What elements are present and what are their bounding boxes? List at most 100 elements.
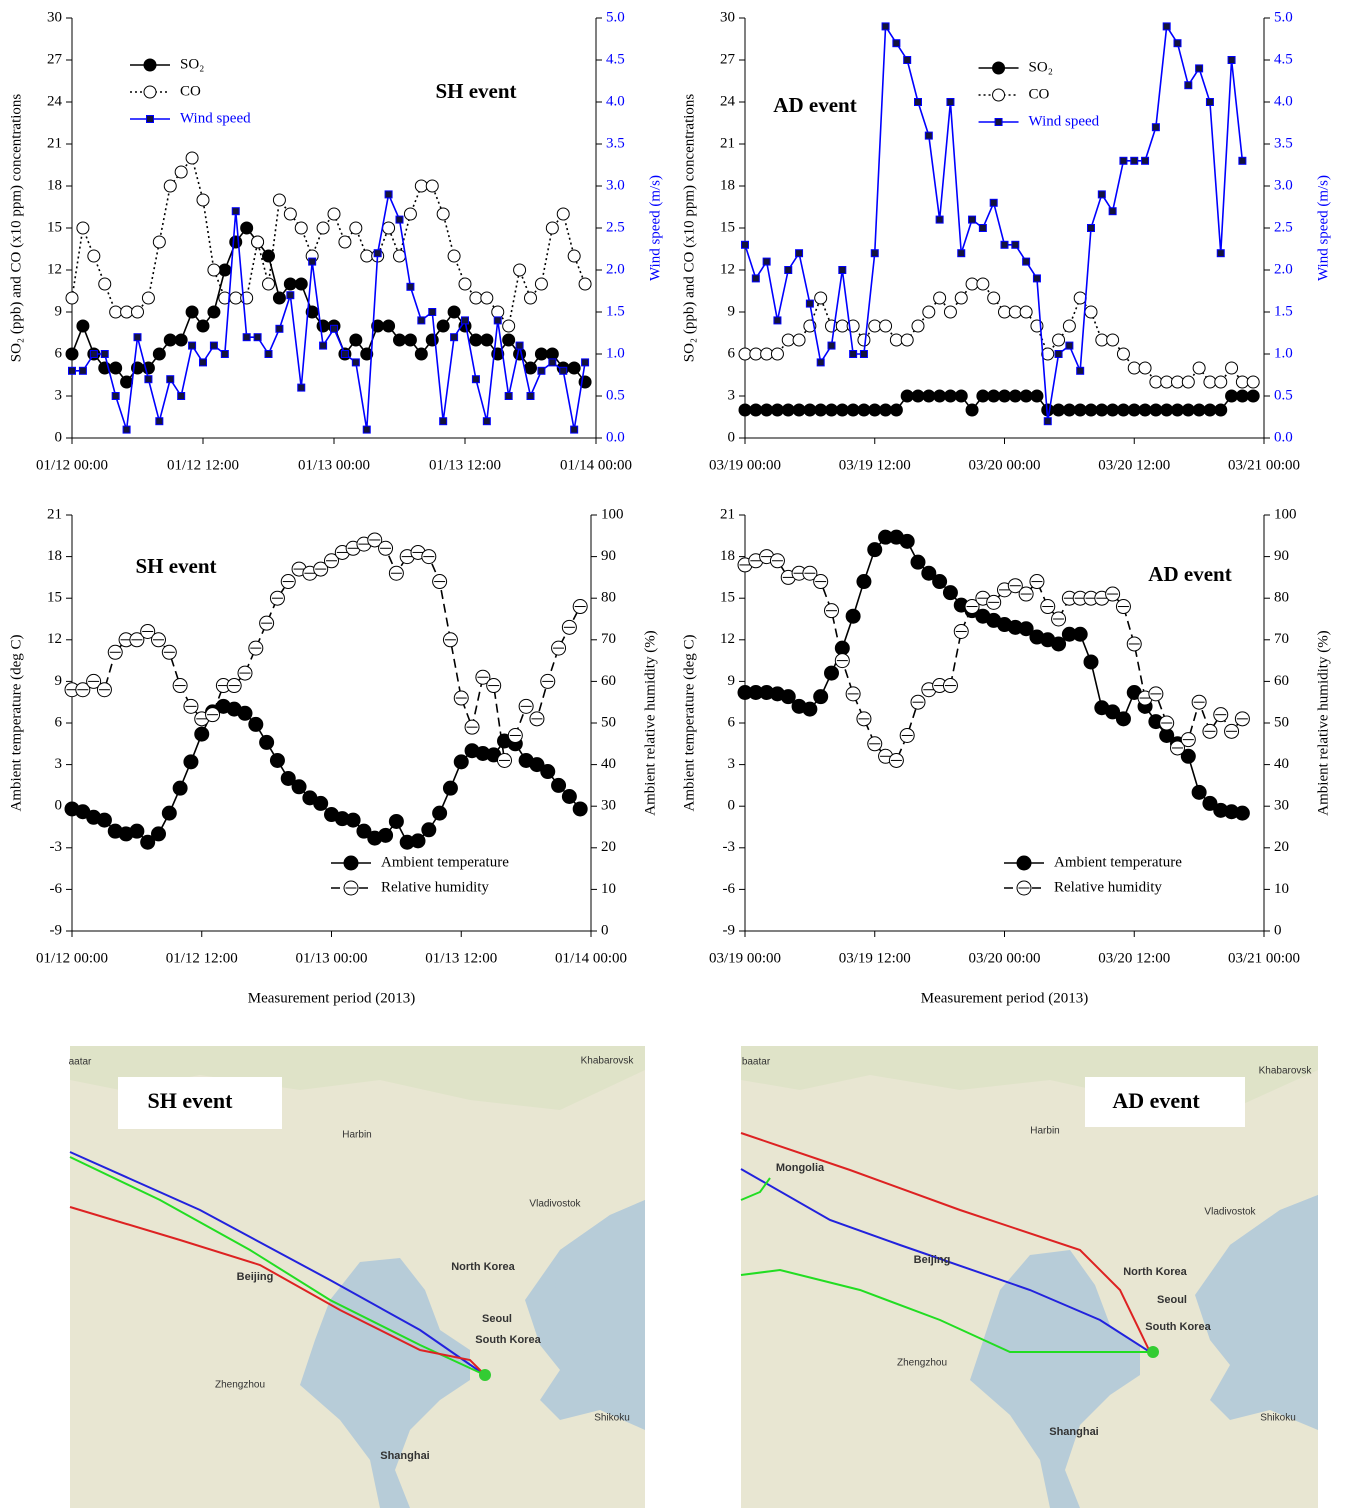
marker: [1073, 627, 1087, 641]
marker: [541, 765, 555, 779]
x-tick-label: 03/19 00:00: [709, 457, 781, 473]
x-tick-label: 01/12 12:00: [167, 457, 239, 473]
marker: [404, 334, 416, 346]
marker: [317, 320, 329, 332]
marker: [969, 216, 976, 223]
marker: [404, 208, 416, 220]
marker: [516, 342, 523, 349]
marker: [568, 362, 580, 374]
marker: [750, 404, 762, 416]
marker: [770, 554, 784, 568]
marker: [999, 390, 1011, 402]
marker: [238, 666, 252, 680]
legend-label: SO₂: [180, 56, 204, 72]
marker: [1116, 712, 1130, 726]
marker: [804, 404, 816, 416]
map-place-label: Khabarovsk: [581, 1056, 635, 1067]
marker: [320, 342, 327, 349]
y-tick-label: -6: [723, 881, 736, 897]
marker: [541, 674, 555, 688]
marker: [796, 250, 803, 257]
marker: [535, 278, 547, 290]
marker: [145, 376, 152, 383]
map-place-label: Vladivostok: [529, 1199, 581, 1210]
marker: [66, 292, 78, 304]
marker: [422, 823, 436, 837]
marker: [465, 720, 479, 734]
marker: [1235, 806, 1249, 820]
marker: [752, 275, 759, 282]
marker: [825, 604, 839, 618]
marker: [197, 194, 209, 206]
marker: [1096, 404, 1108, 416]
marker: [77, 222, 89, 234]
marker: [426, 334, 438, 346]
annotation: SH event: [435, 79, 516, 103]
marker: [186, 152, 198, 164]
map-place-label: Zhengzhou: [215, 1380, 265, 1391]
marker: [793, 334, 805, 346]
marker: [943, 586, 957, 600]
y-axis-label: Ambient temperature (deg C): [681, 634, 697, 811]
marker: [361, 250, 373, 262]
marker: [814, 690, 828, 704]
y-tick-label: 30: [720, 9, 735, 25]
y2-tick-label: 1.5: [606, 303, 625, 319]
marker: [904, 57, 911, 64]
marker: [836, 320, 848, 332]
y-tick-label: 9: [55, 303, 63, 319]
marker: [97, 813, 111, 827]
marker: [519, 699, 533, 713]
y2-tick-label: 0: [601, 922, 609, 938]
marker: [411, 834, 425, 848]
y2-tick-label: 90: [601, 548, 616, 564]
marker: [1193, 404, 1205, 416]
marker: [451, 334, 458, 341]
y2-tick-label: 20: [601, 839, 616, 855]
page: {"chart_data": [ {"type": "line", "annot…: [0, 0, 1347, 1508]
marker: [162, 645, 176, 659]
marker: [197, 320, 209, 332]
marker: [815, 292, 827, 304]
marker: [167, 376, 174, 383]
x-tick-label: 01/12 00:00: [36, 457, 108, 473]
map-place-label: Beijing: [914, 1254, 951, 1266]
marker: [771, 404, 783, 416]
marker: [249, 717, 263, 731]
marker: [144, 86, 156, 98]
marker: [1116, 600, 1130, 614]
marker: [121, 376, 133, 388]
marker: [1084, 655, 1098, 669]
marker: [869, 404, 881, 416]
marker: [210, 342, 217, 349]
marker: [110, 362, 122, 374]
marker: [1098, 191, 1105, 198]
x-tick-label: 01/12 00:00: [36, 950, 108, 966]
figure: SH event AD event 01/12 00:0001/12 12:00…: [0, 0, 1347, 1508]
y-tick-label: 18: [720, 177, 735, 193]
marker: [1139, 362, 1151, 374]
marker: [328, 208, 340, 220]
marker: [934, 292, 946, 304]
y2-tick-label: 90: [1274, 548, 1289, 564]
marker: [142, 292, 154, 304]
marker: [571, 426, 578, 433]
marker: [1174, 40, 1181, 47]
y2-tick-label: 4.5: [606, 51, 625, 67]
marker: [206, 708, 220, 722]
marker: [1020, 306, 1032, 318]
marker: [448, 250, 460, 262]
x-tick-label: 03/19 00:00: [709, 950, 781, 966]
marker: [1235, 712, 1249, 726]
marker: [173, 781, 187, 795]
marker: [396, 216, 403, 223]
marker: [99, 278, 111, 290]
marker: [1085, 404, 1097, 416]
marker: [422, 550, 436, 564]
marker: [164, 334, 176, 346]
marker: [1182, 376, 1194, 388]
marker: [915, 99, 922, 106]
y-tick-label: 12: [720, 261, 735, 277]
annotation: SH event: [135, 554, 216, 578]
marker: [826, 404, 838, 416]
